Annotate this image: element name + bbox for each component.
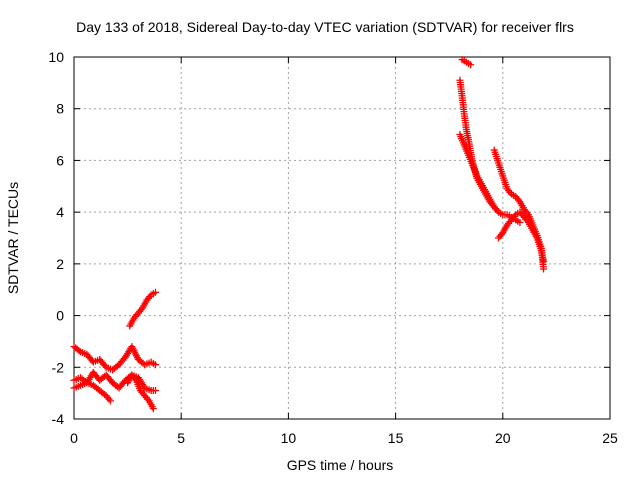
data-point (540, 257, 548, 265)
y-tick-label: -2 (52, 359, 65, 375)
series-track-d (124, 371, 157, 413)
data-point (101, 390, 109, 398)
data-marks (70, 56, 548, 413)
y-tick-label: 4 (56, 204, 64, 220)
series-track-g (456, 131, 503, 216)
data-point (495, 208, 503, 216)
x-tick-label: 5 (177, 430, 185, 446)
axis-ticks: 0 5 10 15 20 25 -4 -2 0 2 4 6 8 10 (48, 49, 618, 446)
data-point (151, 387, 159, 395)
data-point (151, 361, 159, 369)
plot-frame (73, 56, 611, 420)
y-tick-label: 2 (56, 256, 64, 272)
series-track-h (458, 56, 475, 69)
series-track-b (70, 368, 159, 395)
x-tick-label: 25 (602, 430, 618, 446)
y-tick-label: 0 (56, 308, 64, 324)
x-tick-label: 0 (70, 430, 78, 446)
y-tick-label: 6 (56, 152, 64, 168)
data-point (151, 288, 159, 296)
x-tick-label: 20 (495, 430, 511, 446)
series-track-j (495, 208, 548, 265)
y-axis-title: SDTVAR / TECUs (5, 182, 21, 294)
data-point (540, 265, 548, 273)
y-tick-label: 10 (48, 49, 64, 65)
x-tick-label: 15 (388, 430, 404, 446)
series-track-a (70, 343, 159, 374)
y-tick-label: -4 (52, 411, 65, 427)
data-point (75, 346, 83, 354)
series-track-e (126, 288, 159, 330)
x-axis-title: GPS time / hours (287, 457, 394, 473)
data-point (106, 397, 114, 405)
data-point (149, 405, 157, 413)
series-track-c (70, 379, 114, 405)
data-point (467, 61, 475, 69)
x-tick-label: 10 (281, 430, 297, 446)
data-point (516, 218, 524, 226)
y-tick-label: 8 (56, 101, 64, 117)
chart-title: Day 133 of 2018, Sidereal Day-to-day VTE… (76, 19, 574, 35)
